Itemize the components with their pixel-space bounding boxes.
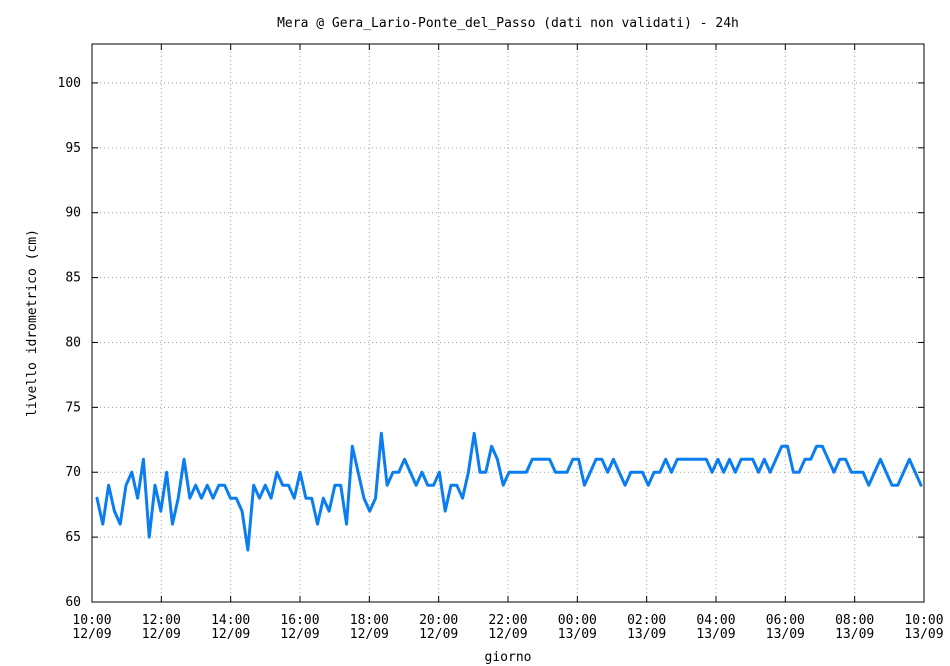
x-tick-label-time: 04:00 [696, 613, 735, 628]
grid-lines [92, 44, 924, 602]
y-tick-label: 60 [65, 595, 81, 610]
x-tick-label-date: 12/09 [142, 627, 181, 642]
y-tick-label: 100 [58, 76, 81, 91]
y-tick-label: 75 [65, 400, 81, 415]
y-tick-label: 85 [65, 271, 81, 286]
x-axis-ticks: 10:0012/0912:0012/0914:0012/0916:0012/09… [72, 44, 944, 642]
chart-title: Mera @ Gera_Lario-Ponte_del_Passo (dati … [277, 16, 739, 31]
x-tick-label-time: 02:00 [627, 613, 666, 628]
x-tick-label-time: 18:00 [350, 613, 389, 628]
x-tick-label-date: 13/09 [627, 627, 666, 642]
y-tick-label: 80 [65, 335, 81, 350]
x-tick-label-date: 12/09 [350, 627, 389, 642]
x-tick-label-date: 13/09 [835, 627, 874, 642]
x-tick-label-time: 12:00 [142, 613, 181, 628]
x-tick-label-time: 06:00 [766, 613, 805, 628]
x-tick-label-date: 12/09 [488, 627, 527, 642]
x-tick-label-time: 22:00 [488, 613, 527, 628]
x-tick-label-date: 13/09 [904, 627, 943, 642]
y-tick-label: 65 [65, 530, 81, 545]
series-line [95, 431, 923, 552]
x-axis-label: giorno [485, 650, 532, 665]
x-tick-label-date: 12/09 [419, 627, 458, 642]
x-tick-label-time: 16:00 [280, 613, 319, 628]
y-tick-label: 70 [65, 465, 81, 480]
y-axis-label: livello idrometrico (cm) [25, 229, 40, 417]
plot-frame [91, 43, 925, 603]
x-tick-label-date: 12/09 [211, 627, 250, 642]
x-tick-label-date: 13/09 [696, 627, 735, 642]
x-tick-label-time: 00:00 [558, 613, 597, 628]
x-tick-label-time: 14:00 [211, 613, 250, 628]
x-tick-label-time: 10:00 [904, 613, 943, 628]
x-tick-label-date: 13/09 [766, 627, 805, 642]
y-tick-label: 90 [65, 206, 81, 221]
x-tick-label-date: 12/09 [72, 627, 111, 642]
x-tick-label-time: 10:00 [72, 613, 111, 628]
y-axis-ticks: 60 65 70 75 80 85 90 95 100 [58, 76, 924, 610]
x-tick-label-time: 20:00 [419, 613, 458, 628]
x-tick-label-date: 13/09 [558, 627, 597, 642]
x-tick-label-time: 08:00 [835, 613, 874, 628]
x-tick-label-date: 12/09 [280, 627, 319, 642]
y-tick-label: 95 [65, 141, 81, 156]
